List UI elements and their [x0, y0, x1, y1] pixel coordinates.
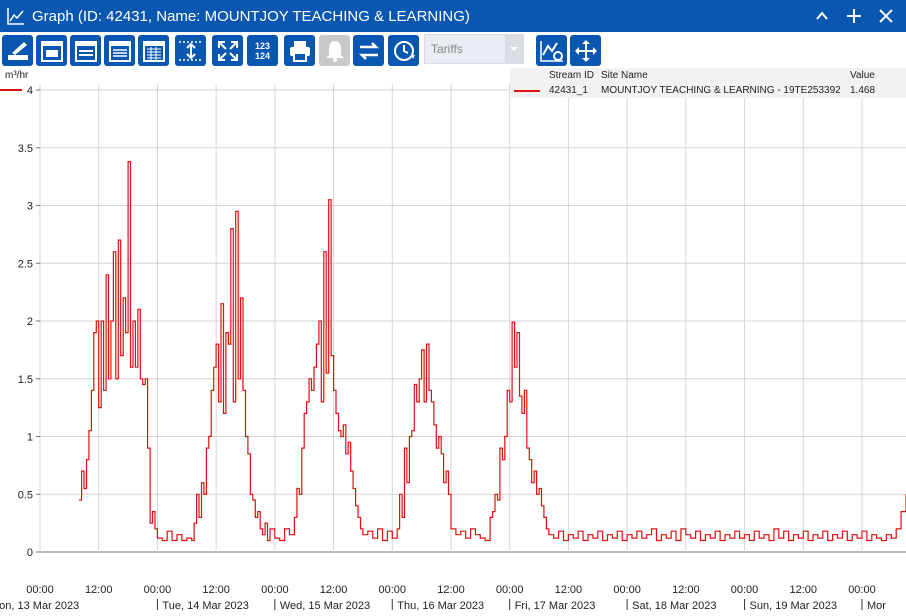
x-day-label: Mon, 13 Mar 2023 [0, 600, 79, 612]
window-title-bar: Graph (ID: 42431, Name: MOUNTJOY TEACHIN… [0, 0, 906, 32]
y-axis-unit-label: m³/hr [5, 70, 29, 81]
select-data-button[interactable] [2, 35, 33, 66]
x-tick-label: 12:00 [202, 584, 230, 596]
close-button[interactable] [870, 0, 902, 32]
y-tick-label: 2 [27, 316, 33, 328]
x-tick-label: 00:00 [731, 584, 759, 596]
y-tick-label: 1 [27, 432, 33, 444]
x-tick-label: 12:00 [85, 584, 113, 596]
y-tick-label: 0 [27, 547, 33, 559]
refresh-button[interactable] [388, 35, 419, 66]
expand-icon [217, 40, 238, 61]
swap-button[interactable] [353, 35, 384, 66]
y-axis-ticks: 4 3.5 3 2.5 2 1.5 1 0.5 0 [18, 85, 40, 559]
y-tick-label: 1.5 [18, 374, 33, 386]
pan-button[interactable] [570, 35, 601, 66]
x-axis-day-labels: Mon, 13 Mar 2023 Tue, 14 Mar 2023 Wed, 15 … [0, 599, 886, 612]
chart-settings-icon [539, 40, 563, 62]
legend-header-stream-id: Stream ID [549, 70, 595, 81]
chevron-down-icon [505, 35, 523, 63]
chevron-up-icon [816, 11, 828, 20]
legend-series-swatch [514, 90, 540, 92]
y-tick-label: 0.5 [18, 489, 33, 501]
x-tick-label: 12:00 [672, 584, 700, 596]
chart-settings-button[interactable] [536, 35, 567, 66]
print-icon [289, 40, 310, 62]
x-day-label: Mor [867, 600, 886, 612]
x-day-label: Sun, 19 Mar 2023 [750, 600, 837, 612]
x-tick-label: 00:00 [848, 584, 876, 596]
collapse-button[interactable] [806, 0, 838, 32]
y-tick-label: 2.5 [18, 258, 33, 270]
x-axis-ticks: 00:00 12:00 00:00 12:00 00:00 12:00 00:00 12:00… [26, 584, 875, 596]
calendar-week-icon [74, 40, 97, 62]
x-tick-label: 12:00 [789, 584, 817, 596]
x-tick-label: 00:00 [261, 584, 289, 596]
close-icon [879, 9, 893, 23]
fit-vertical-button[interactable] [175, 35, 206, 66]
plus-icon [847, 9, 861, 23]
chart-legend: Stream ID Site Name Value 42431_1 MOUNTJ… [510, 68, 906, 98]
tariffs-value: Tariffs [431, 42, 463, 56]
calendar-year-icon [142, 40, 165, 62]
x-tick-label: 12:00 [437, 584, 465, 596]
series-swatch-axis [0, 89, 22, 91]
day-view-button[interactable] [36, 35, 67, 66]
calendar-month-icon [108, 40, 131, 62]
x-day-label: Sat, 18 Mar 2023 [632, 600, 716, 612]
values-button[interactable]: 123 124 [247, 35, 278, 66]
alarm-button[interactable] [319, 35, 350, 66]
legend-header-site-name: Site Name [601, 70, 648, 81]
x-day-label: Thu, 16 Mar 2023 [397, 600, 484, 612]
swap-icon [358, 41, 379, 60]
x-tick-label: 00:00 [379, 584, 407, 596]
legend-site-name: MOUNTJOY TEACHING & LEARNING - 19TE25339… [601, 85, 841, 96]
print-button[interactable] [284, 35, 315, 66]
chart-grid [39, 84, 906, 553]
calendar-day-icon [40, 40, 63, 62]
bell-icon [325, 40, 344, 62]
legend-header-value: Value [850, 70, 875, 81]
x-tick-label: 12:00 [555, 584, 583, 596]
x-tick-label: 00:00 [496, 584, 524, 596]
x-tick-label: 00:00 [144, 584, 172, 596]
y-tick-label: 3 [27, 201, 33, 213]
y-tick-label: 3.5 [18, 143, 33, 155]
select-data-icon [7, 41, 28, 60]
add-button[interactable] [838, 0, 870, 32]
expand-button[interactable] [212, 35, 243, 66]
values-icon: 123 124 [254, 40, 271, 61]
y-tick-label: 4 [27, 85, 33, 97]
legend-stream-id: 42431_1 [549, 85, 588, 96]
line-chart-icon [7, 8, 24, 25]
refresh-clock-icon [393, 40, 415, 61]
x-tick-label: 00:00 [613, 584, 641, 596]
legend-value: 1.468 [850, 85, 876, 96]
month-view-button[interactable] [104, 35, 135, 66]
series-line-42431_1 [79, 161, 906, 542]
tariffs-select[interactable]: Tariffs [424, 34, 524, 64]
x-day-label: Tue, 14 Mar 2023 [162, 600, 248, 612]
x-day-label: Fri, 17 Mar 2023 [515, 600, 596, 612]
line-chart[interactable]: 43.532.521.510.50 00:00 12:00 00:00 12:00 00… [0, 68, 906, 616]
x-day-label: Wed, 15 Mar 2023 [280, 600, 370, 612]
year-view-button[interactable] [138, 35, 169, 66]
window-title: Graph (ID: 42431, Name: MOUNTJOY TEACHIN… [32, 7, 470, 25]
week-view-button[interactable] [70, 35, 101, 66]
fit-vertical-icon [178, 40, 203, 61]
x-tick-label: 00:00 [26, 584, 54, 596]
x-tick-label: 12:00 [320, 584, 348, 596]
pan-icon [574, 39, 597, 62]
